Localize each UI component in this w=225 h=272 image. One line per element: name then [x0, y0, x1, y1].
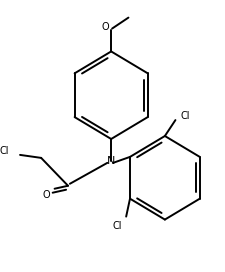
Text: O: O [42, 190, 50, 200]
Text: O: O [101, 21, 109, 32]
Text: Cl: Cl [179, 111, 189, 121]
Text: Cl: Cl [0, 146, 9, 156]
Text: N: N [106, 156, 115, 166]
Text: Cl: Cl [112, 221, 122, 231]
